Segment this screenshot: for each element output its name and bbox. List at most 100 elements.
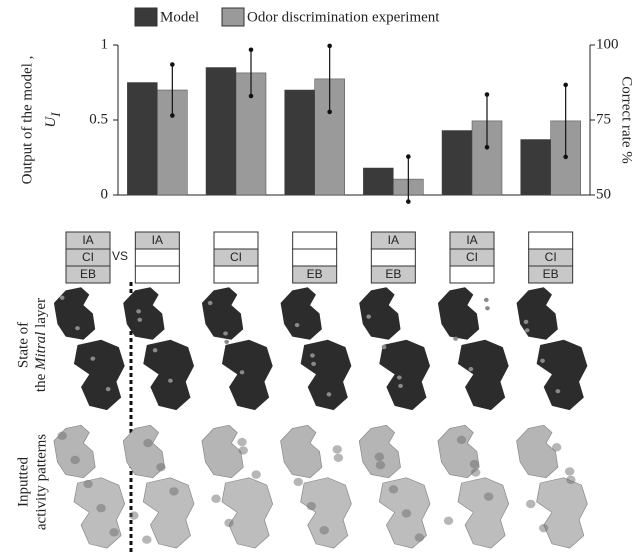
blob	[301, 340, 352, 410]
activity-dot	[469, 367, 474, 371]
activity-dot	[75, 326, 80, 330]
legend-label: Model	[160, 9, 199, 25]
y2-tick-label: 50	[596, 186, 611, 202]
activity-dot	[453, 337, 458, 341]
legend-swatch	[222, 8, 244, 26]
blob	[537, 478, 588, 548]
activity-dot	[137, 318, 142, 322]
activity-dot	[106, 387, 111, 391]
blob	[281, 425, 322, 478]
odor-box	[135, 249, 179, 266]
activity-dot	[397, 375, 402, 379]
blob	[222, 340, 273, 410]
activity-dot	[524, 320, 529, 324]
mitral-image	[438, 287, 509, 410]
error-cap	[406, 154, 411, 159]
label-part: Mitral	[33, 332, 49, 371]
mitral-image	[281, 287, 352, 410]
activity-patch	[565, 467, 574, 475]
odor-box	[450, 266, 494, 283]
error-cap	[406, 199, 411, 204]
activity-patch	[389, 485, 398, 493]
legend-label: Odor discrimination experiment	[247, 9, 440, 25]
label-part: the	[33, 373, 49, 392]
blob	[222, 478, 273, 548]
activity-dot	[240, 370, 245, 374]
blob	[359, 425, 400, 478]
blob	[74, 340, 125, 410]
blob	[359, 287, 400, 340]
row-label: State of	[15, 322, 31, 368]
activity-dot	[168, 379, 173, 383]
activity-dot	[398, 384, 403, 388]
row-label: activity patterns	[33, 434, 49, 530]
y-label-symbol: UI	[43, 112, 63, 128]
error-cap	[249, 94, 254, 99]
error-cap	[563, 155, 568, 160]
odor-label: IA	[82, 233, 93, 247]
activity-dot	[556, 389, 561, 393]
activity-dot	[540, 359, 545, 363]
odor-label: EB	[80, 267, 96, 281]
activity-dot	[136, 309, 141, 313]
label-part: layer	[33, 298, 49, 328]
odor-box	[529, 232, 573, 249]
input-image	[517, 425, 588, 548]
activity-patch	[169, 487, 178, 495]
bar	[363, 168, 393, 195]
activity-dot	[327, 392, 332, 396]
activity-patch	[457, 436, 466, 444]
activity-patch	[70, 456, 79, 464]
blob	[458, 340, 509, 410]
bar	[127, 83, 157, 196]
input-image	[359, 425, 430, 548]
activity-dot	[525, 328, 530, 332]
row-label: the Mitral layer	[33, 298, 49, 392]
activity-patch	[307, 502, 316, 510]
activity-patch	[332, 445, 341, 453]
activity-dot	[485, 306, 490, 310]
activity-patch	[444, 517, 453, 525]
activity-patch	[142, 536, 151, 544]
activity-dot	[484, 298, 489, 302]
odor-label: EB	[385, 267, 401, 281]
blob	[517, 287, 558, 340]
blob	[54, 287, 95, 340]
bar	[521, 140, 551, 196]
blob	[123, 287, 164, 340]
blob	[74, 478, 125, 548]
bar	[285, 90, 315, 195]
activity-dot	[224, 340, 229, 344]
activity-patch	[83, 480, 92, 488]
activity-patch	[57, 432, 66, 440]
error-cap	[327, 110, 332, 115]
activity-patch	[539, 524, 548, 532]
activity-patch	[402, 509, 411, 517]
activity-patch	[376, 461, 385, 469]
blob	[537, 340, 588, 410]
blob	[458, 478, 509, 548]
blob	[301, 478, 352, 548]
error-cap	[249, 48, 254, 53]
error-cap	[485, 145, 490, 150]
odor-label: CI	[466, 250, 478, 264]
mitral-image	[202, 287, 273, 410]
input-image	[438, 425, 509, 548]
activity-patch	[156, 463, 165, 471]
blob	[281, 287, 322, 340]
mitral-image	[517, 287, 588, 410]
odor-label: EB	[307, 267, 323, 281]
blob	[379, 340, 430, 410]
activity-patch	[471, 468, 480, 476]
activity-dot	[60, 296, 65, 300]
y-tick-label: 1	[101, 36, 109, 52]
blob	[202, 287, 243, 340]
y2-tick-label: 100	[596, 36, 619, 52]
odor-label: CI	[82, 250, 94, 264]
symbol-sub: I	[48, 112, 63, 118]
activity-patch	[294, 478, 303, 486]
vs-label: VS	[112, 249, 128, 263]
y-tick-label: 0.5	[89, 111, 108, 127]
odor-label: CI	[230, 250, 242, 264]
activity-patch	[238, 446, 247, 454]
